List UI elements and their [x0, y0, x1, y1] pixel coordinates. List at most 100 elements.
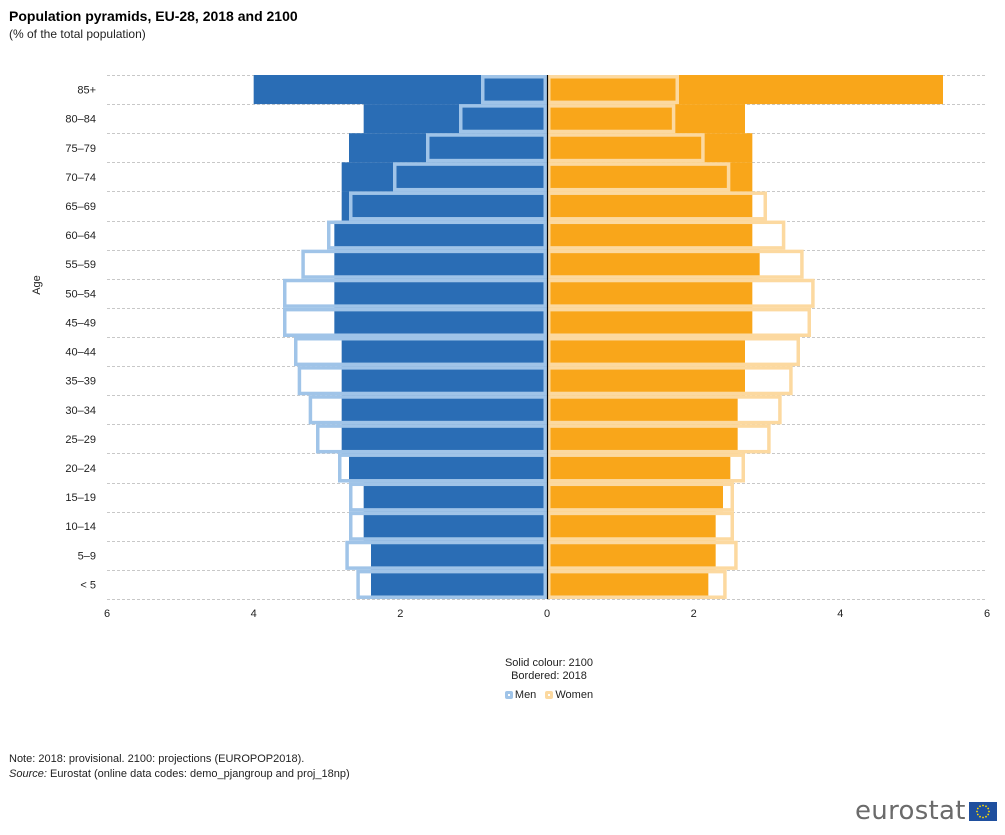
bar-men-2100 [253, 75, 547, 105]
bar-men-2100 [341, 336, 547, 367]
bar-men-2018 [349, 191, 547, 221]
bar-women-2018 [547, 133, 705, 163]
bar-women-2018 [547, 278, 815, 308]
legend-label-men: Men [514, 689, 537, 701]
bar-men-2018 [426, 133, 547, 163]
bar-men-2100 [349, 133, 547, 163]
y-tick-label: 35–39 [65, 376, 96, 388]
bar-men-2018 [316, 424, 547, 454]
bordered-bars-2018 [283, 75, 815, 599]
bar-men-2100 [341, 162, 547, 192]
bar-women-2018 [547, 75, 679, 105]
bar-men-2100 [334, 278, 547, 308]
bar-men-2100 [371, 569, 547, 599]
bar-women-2100 [547, 220, 753, 250]
bar-women-2018 [547, 453, 745, 483]
legend-item-men[interactable]: Men [504, 689, 537, 701]
bar-women-2100 [547, 395, 738, 425]
bar-men-2100 [363, 482, 547, 512]
bar-women-2100 [547, 366, 745, 396]
source-line: Source: Eurostat (online data codes: dem… [9, 767, 350, 782]
legend: Men Women [0, 689, 1005, 702]
bar-men-2018 [338, 453, 547, 483]
bar-women-2100 [547, 424, 738, 454]
logo-text: eurostat [855, 796, 966, 826]
bar-women-2018 [547, 482, 734, 512]
bar-women-2018 [547, 569, 727, 599]
bar-men-2018 [283, 278, 547, 308]
y-tick-label: 10–14 [65, 521, 96, 533]
bar-men-2018 [481, 75, 547, 105]
bar-men-2100 [341, 191, 547, 221]
bar-men-2018 [308, 395, 547, 425]
bar-men-2018 [283, 307, 547, 337]
eu-flag-icon [968, 801, 997, 821]
y-tick-label: 70–74 [65, 172, 96, 184]
x-tick-label: 2 [397, 608, 403, 620]
bar-men-2018 [301, 249, 548, 279]
bar-women-2100 [547, 511, 716, 541]
y-axis-label: Age [31, 275, 43, 295]
bar-men-2018 [356, 569, 548, 599]
chart-title: Population pyramids, EU-28, 2018 and 210… [9, 8, 298, 24]
bar-women-2018 [547, 104, 676, 134]
bar-men-2018 [349, 511, 547, 541]
bar-women-2100 [547, 191, 753, 221]
y-tick-label: < 5 [80, 579, 96, 591]
bar-women-2018 [547, 540, 738, 570]
y-tick-label: 75–79 [65, 143, 96, 155]
y-tick-label: 80–84 [65, 114, 96, 126]
bar-women-2100 [547, 104, 745, 134]
y-tick-label: 55–59 [65, 259, 96, 271]
y-tick-label: 85+ [77, 85, 96, 97]
bars [253, 75, 943, 599]
bar-women-2018 [547, 511, 734, 541]
legend-label-women: Women [555, 689, 594, 701]
bar-women-2018 [547, 162, 731, 192]
men-swatch-icon [504, 691, 513, 699]
y-tick-label: 25–29 [65, 434, 96, 446]
bar-men-2100 [334, 249, 547, 279]
bar-women-2018 [547, 249, 804, 279]
bar-women-2018 [547, 395, 782, 425]
bar-women-2100 [547, 249, 760, 279]
bar-men-2100 [334, 220, 547, 250]
bar-women-2100 [547, 307, 753, 337]
y-tick-label: 40–44 [65, 347, 96, 359]
bar-women-2100 [547, 336, 745, 367]
note-text: Note: 2018: provisional. 2100: projectio… [9, 753, 305, 765]
source-text: Eurostat (online data codes: demo_pjangr… [46, 768, 350, 780]
bar-women-2100 [547, 540, 716, 570]
bar-men-2018 [345, 540, 548, 570]
bar-men-2100 [363, 104, 547, 134]
x-tick-label: 6 [104, 608, 110, 620]
y-tick-label: 15–19 [65, 492, 96, 504]
bar-men-2018 [393, 162, 547, 192]
eurostat-logo: eurostat [855, 796, 997, 826]
bar-women-2018 [547, 424, 771, 454]
bar-men-2018 [349, 482, 547, 512]
bar-men-2100 [341, 366, 547, 396]
bar-women-2018 [547, 307, 811, 337]
bar-women-2100 [547, 482, 723, 512]
bar-women-2100 [547, 133, 753, 163]
bar-women-2018 [547, 220, 786, 250]
y-tick-label: 45–49 [65, 317, 96, 329]
chart-subtitle: (% of the total population) [9, 27, 146, 41]
legend-item-women[interactable]: Women [545, 689, 593, 701]
x-tick-label: 4 [837, 608, 843, 620]
bar-men-2018 [459, 104, 547, 134]
bar-women-2100 [547, 569, 709, 599]
bar-women-2100 [547, 278, 753, 308]
legend-description: Solid colour: 2100 Bordered: 2018 [449, 657, 649, 683]
bar-men-2018 [297, 366, 547, 396]
y-tick-label: 20–24 [65, 463, 96, 475]
x-tick-label: 2 [691, 608, 697, 620]
bar-women-2018 [547, 336, 800, 367]
women-swatch-icon [545, 691, 554, 699]
footnote: Note: 2018: provisional. 2100: projectio… [9, 752, 350, 782]
legend-solid-label: Solid colour: 2100 [504, 657, 594, 669]
bar-men-2100 [341, 424, 547, 454]
y-tick-label: 65–69 [65, 201, 96, 213]
legend-bordered-label: Bordered: 2018 [511, 670, 587, 682]
